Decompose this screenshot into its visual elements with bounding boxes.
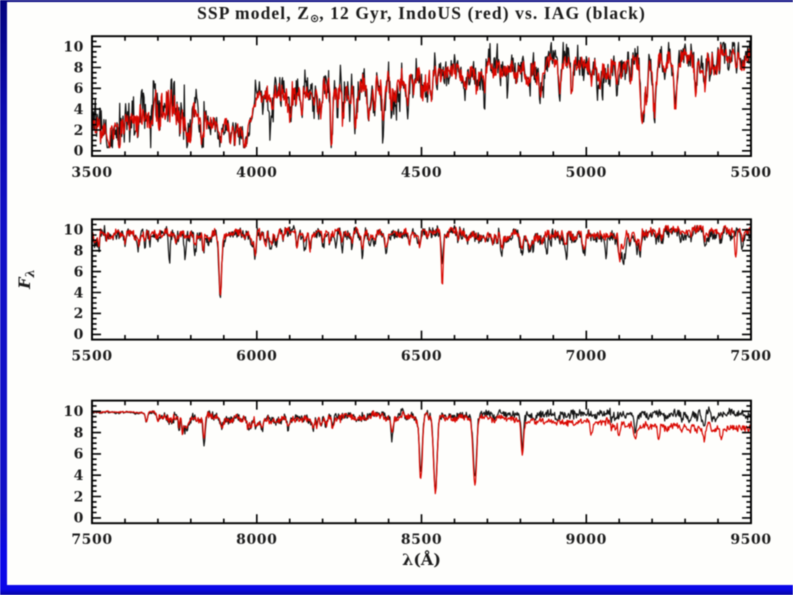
chart-title-prefix: SSP model, Z xyxy=(197,3,310,23)
series-indous xyxy=(91,225,752,296)
y-tick-label: 6 xyxy=(74,81,84,97)
y-tick-label: 8 xyxy=(74,425,84,441)
panel-1: 3500 4000 4500 5000 5500 0 2 4 6 8 10 xyxy=(63,35,771,181)
y-tick-label: 6 xyxy=(74,264,84,280)
panel-3: 7500 8000 8500 9000 9500 0 2 4 6 8 10 xyxy=(63,399,771,548)
y-tick-label: 4 xyxy=(74,468,84,484)
y-tick-label: 6 xyxy=(74,447,84,463)
series-indous xyxy=(91,44,752,149)
axis-frame xyxy=(91,35,752,157)
x-tick-label: 9500 xyxy=(730,532,771,548)
x-tick-label: 8000 xyxy=(236,532,277,548)
x-tick-label: 8500 xyxy=(401,532,442,548)
chart-title-suffix: , 12 Gyr, IndoUS (red) vs. IAG (black) xyxy=(319,3,646,23)
x-tick-label: 5000 xyxy=(566,165,607,181)
axis-frame xyxy=(91,218,752,341)
x-tick-label: 7000 xyxy=(566,349,607,365)
x-tick-label: 5500 xyxy=(71,349,112,365)
y-tick-label: 2 xyxy=(74,489,84,505)
x-tick-label: 4000 xyxy=(236,165,277,181)
y-axis-label-subscript: λ xyxy=(23,269,37,278)
sun-symbol: ⊙ xyxy=(309,12,320,25)
x-tick-label: 4500 xyxy=(401,165,442,181)
x-tick-label: 3500 xyxy=(71,165,112,181)
x-tick-label: 9000 xyxy=(566,532,607,548)
y-tick-label: 2 xyxy=(74,123,84,139)
y-tick-label: 0 xyxy=(74,327,84,343)
y-tick-label: 4 xyxy=(74,102,84,118)
y-tick-label: 4 xyxy=(74,285,84,301)
x-tick-label: 7500 xyxy=(730,349,771,365)
y-axis-label: Fλ xyxy=(15,266,41,292)
y-tick-label: 8 xyxy=(74,60,84,76)
x-axis-label: λ(Å) xyxy=(402,550,441,569)
y-tick-label: 10 xyxy=(63,404,84,420)
panel-2: 5500 6000 6500 7000 7500 0 2 4 6 8 10 xyxy=(63,218,771,365)
y-axis-label-main: F xyxy=(15,277,34,289)
axis-frame xyxy=(91,399,752,525)
y-tick-label: 0 xyxy=(74,511,84,527)
y-tick-label: 10 xyxy=(63,223,84,239)
chart-title: SSP model, Z⊙, 12 Gyr, IndoUS (red) vs. … xyxy=(92,3,751,25)
y-tick-label: 2 xyxy=(74,306,84,322)
x-tick-label: 5500 xyxy=(730,165,771,181)
x-tick-label: 6500 xyxy=(401,349,442,365)
series-indous xyxy=(91,410,752,495)
x-tick-label: 7500 xyxy=(71,532,112,548)
y-tick-label: 0 xyxy=(74,144,84,160)
x-tick-label: 6000 xyxy=(236,349,277,365)
y-tick-label: 10 xyxy=(63,39,84,55)
y-tick-label: 8 xyxy=(74,244,84,260)
